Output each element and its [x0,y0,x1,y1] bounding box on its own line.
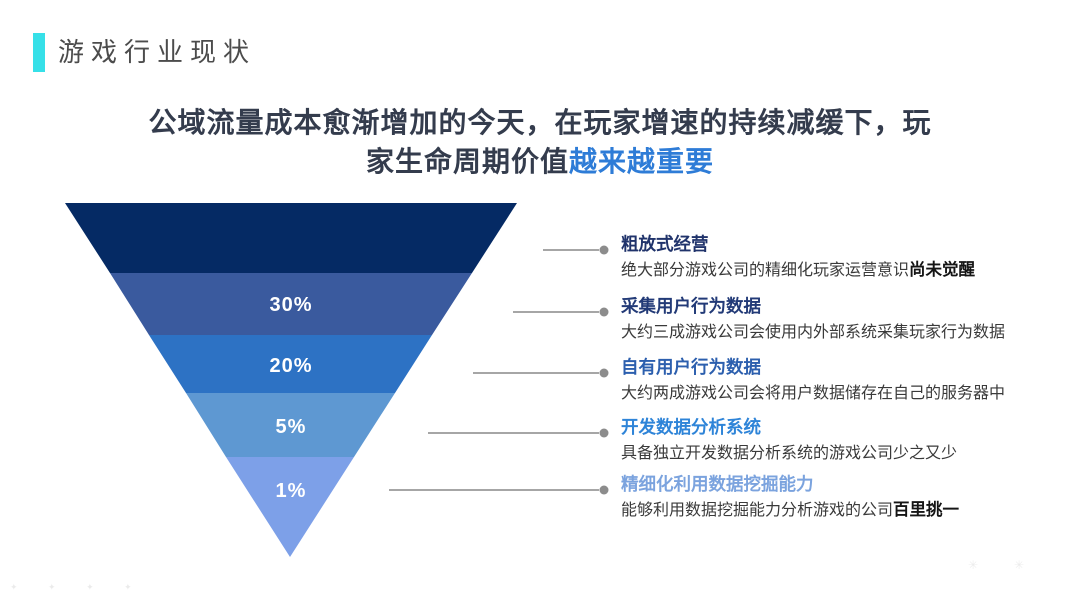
connector-dot-5 [599,485,609,495]
funnel-label-5: 5% [276,416,307,438]
headline-line2-highlight: 越来越重要 [569,146,715,177]
connector-dot-4 [599,428,609,438]
funnel-level-1 [65,203,517,273]
connector-dot-1 [599,245,609,255]
annotation-description-3: 大约两成游戏公司会将用户数据储存在自己的服务器中 [621,382,1005,405]
annotation-desc-text-4: 具备独立开发数据分析系统的游戏公司少之又少 [621,445,958,462]
header-accent-bar [33,33,45,72]
funnel-level-3 [149,335,432,393]
funnel-level-4 [186,393,395,457]
annotation-desc-bold-1: 尚未觉醒 [909,261,976,279]
headline-line1: 公域流量成本愈渐增加的今天，在玩家增速的持续减缓下，玩 [148,107,932,138]
annotation-desc-text-3: 大约两成游戏公司会将用户数据储存在自己的服务器中 [621,385,1006,402]
annotation-row-3: 自有用户行为数据 大约两成游戏公司会将用户数据储存在自己的服务器中 [621,357,1005,405]
connector-dot-3 [599,368,609,378]
funnel-label-30: 30% [269,294,312,316]
annotation-description-1: 绝大部分游戏公司的精细化玩家运营意识尚未觉醒 [621,259,975,282]
annotation-desc-bold-5: 百里挑一 [893,501,960,519]
connector-dot-2 [599,307,609,317]
annotation-description-5: 能够利用数据挖掘能力分析游戏的公司百里挑一 [621,499,959,522]
section-title: 游戏行业现状 [58,38,257,67]
annotation-heading-5: 精细化利用数据挖掘能力 [621,474,814,494]
annotation-row-4: 开发数据分析系统 具备独立开发数据分析系统的游戏公司少之又少 [621,417,957,465]
funnel-label-20: 20% [269,355,312,377]
annotation-desc-text-1: 绝大部分游戏公司的精细化玩家运营意识 [621,262,910,279]
annotation-row-1: 粗放式经营 绝大部分游戏公司的精细化玩家运营意识尚未觉醒 [621,234,975,282]
annotation-desc-text-5: 能够利用数据挖掘能力分析游戏的公司 [621,502,894,519]
annotation-row-5: 精细化利用数据挖掘能力 能够利用数据挖掘能力分析游戏的公司百里挑一 [621,474,959,522]
annotation-description-4: 具备独立开发数据分析系统的游戏公司少之又少 [621,442,957,465]
annotation-heading-3: 自有用户行为数据 [621,357,761,377]
annotation-heading-1: 粗放式经营 [621,234,709,254]
annotation-desc-text-2: 大约三成游戏公司会使用内外部系统采集玩家行为数据 [621,324,1006,341]
annotation-heading-2: 采集用户行为数据 [621,296,761,316]
funnel-level-5 [226,457,354,557]
annotation-heading-4: 开发数据分析系统 [621,417,761,437]
funnel-label-1: 1% [276,480,307,502]
headline-line2-prefix: 家生命周期价值 [365,146,569,177]
annotation-description-2: 大约三成游戏公司会使用内外部系统采集玩家行为数据 [621,321,1005,344]
headline: 公域流量成本愈渐增加的今天，在玩家增速的持续减缓下，玩 家生命周期价值越来越重要 [0,103,1080,181]
funnel-level-2 [110,273,472,335]
annotation-row-2: 采集用户行为数据 大约三成游戏公司会使用内外部系统采集玩家行为数据 [621,296,1005,344]
